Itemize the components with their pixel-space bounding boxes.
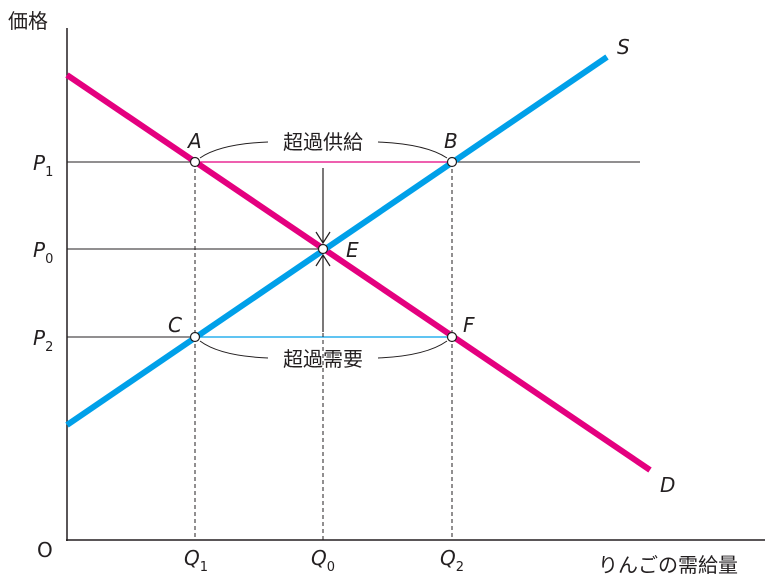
letter: Q <box>184 546 200 570</box>
letter: P <box>33 238 46 262</box>
point-a <box>189 156 201 168</box>
bracket <box>377 141 448 159</box>
bracket <box>199 141 269 159</box>
letter: P <box>33 326 46 350</box>
quantity-guides <box>194 162 453 540</box>
arrow-up <box>315 253 331 332</box>
subscript: 0 <box>45 252 53 267</box>
letter: Q <box>311 546 327 570</box>
subscript: 2 <box>456 560 464 575</box>
quantity-label: Q1 <box>184 546 208 575</box>
point-f <box>446 331 458 343</box>
quantity-label: Q0 <box>311 546 335 575</box>
point-e <box>317 243 329 255</box>
price-label: P1 <box>33 151 53 180</box>
origin-label: O <box>37 538 53 562</box>
bracket <box>199 340 269 359</box>
point-label: B <box>444 129 458 153</box>
bracket <box>377 340 448 359</box>
point-b <box>446 156 458 168</box>
price-label: P2 <box>33 326 53 355</box>
annotation: 超過供給 <box>283 130 363 154</box>
annotation: 超過需要 <box>283 347 363 371</box>
curve-label: D <box>660 473 675 497</box>
subscript: 2 <box>45 340 53 355</box>
demand-curve <box>65 72 652 473</box>
curve-label: S <box>617 35 630 59</box>
points <box>189 156 458 343</box>
point-label: F <box>463 313 475 337</box>
x-axis-label: りんごの需給量 <box>598 553 738 577</box>
point-label: C <box>168 313 182 337</box>
subscript: 1 <box>200 560 208 575</box>
subscript: 0 <box>327 560 335 575</box>
letter: Q <box>440 546 456 570</box>
brackets <box>199 141 448 359</box>
letter: P <box>33 151 46 175</box>
arrow-down <box>315 168 331 245</box>
y-axis-label: 価格 <box>8 9 48 33</box>
price-label: P0 <box>33 238 53 267</box>
point-label: E <box>346 238 359 262</box>
point-c <box>189 331 201 343</box>
subscript: 1 <box>45 165 53 180</box>
quantity-label: Q2 <box>440 546 464 575</box>
arrows <box>315 168 331 332</box>
point-label: A <box>186 129 202 153</box>
supply-curve <box>65 54 609 428</box>
